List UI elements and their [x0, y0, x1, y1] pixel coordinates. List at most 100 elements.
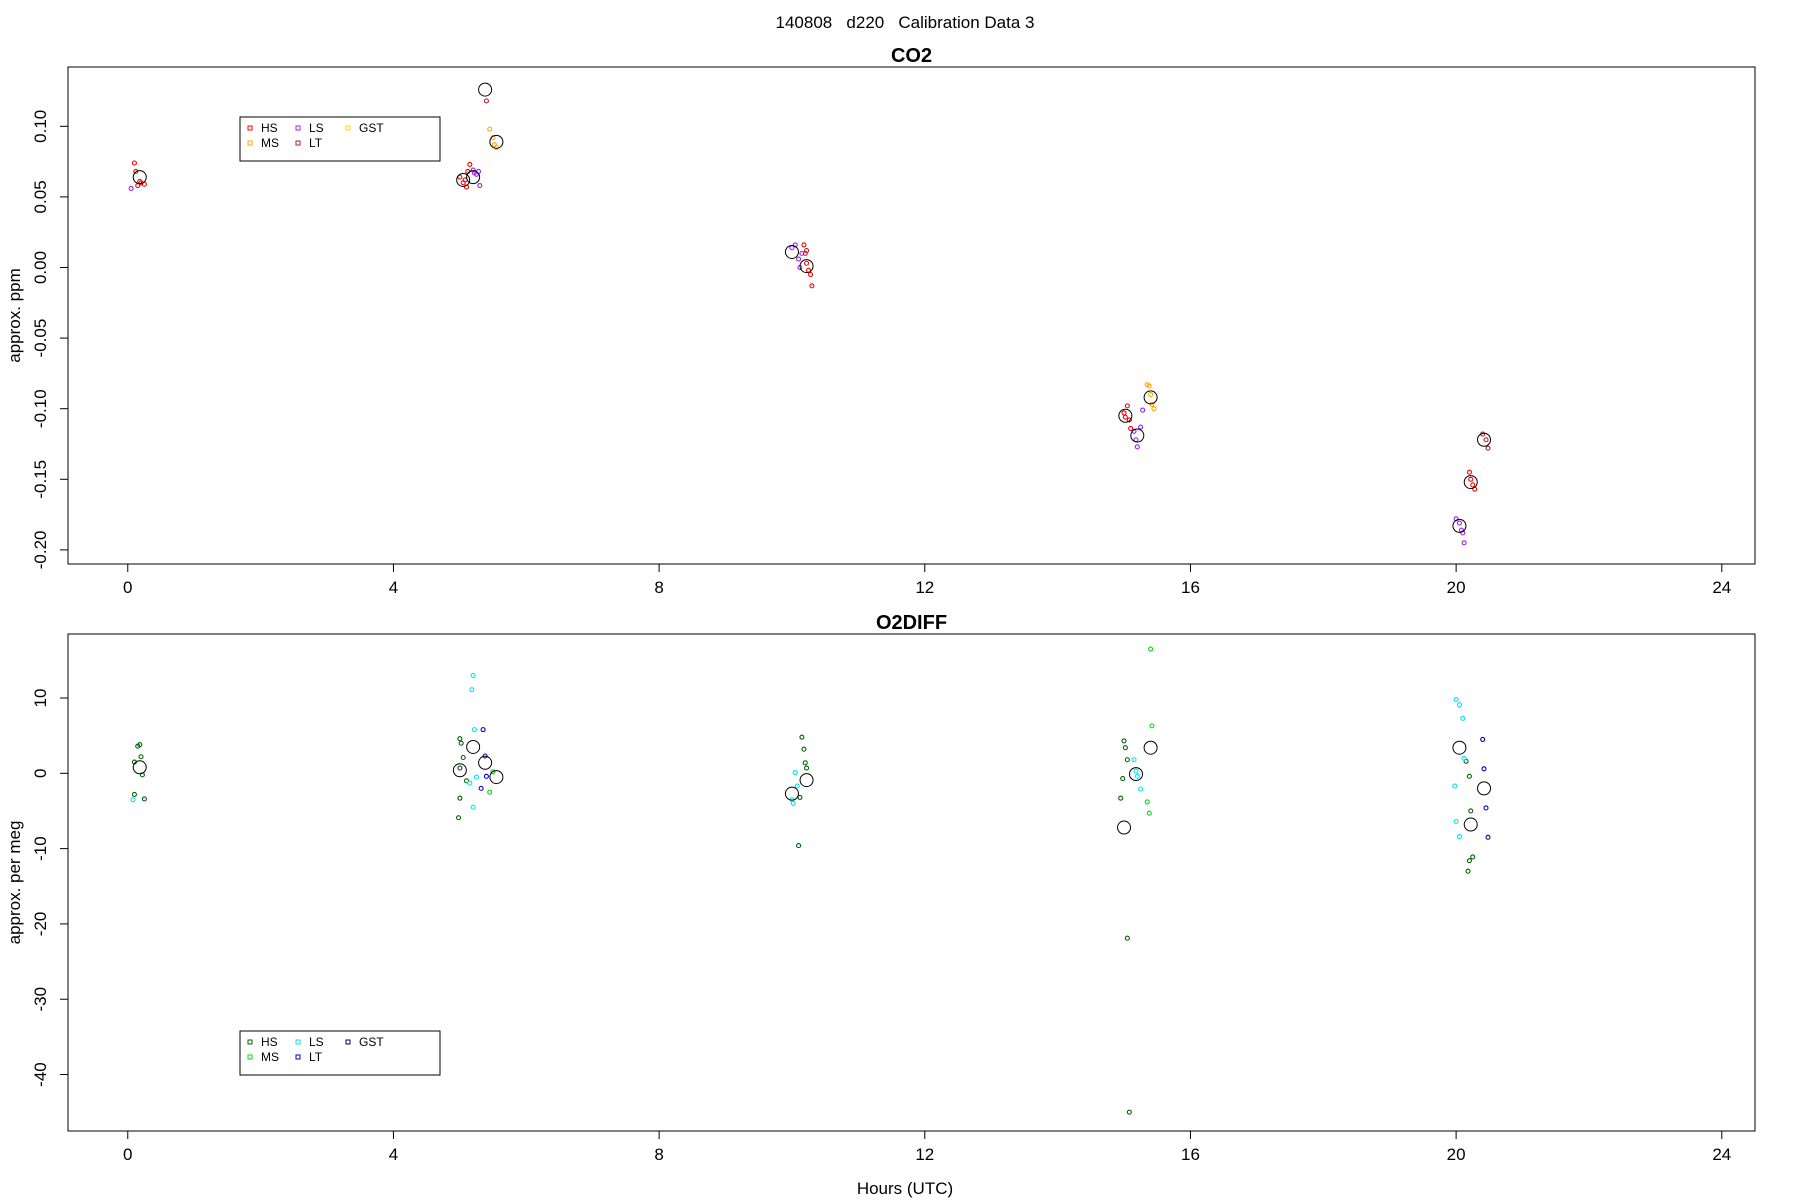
- data-point: [799, 250, 805, 256]
- y-axis-label: approx. ppm: [5, 268, 24, 363]
- data-point: [1122, 745, 1128, 751]
- x-tick-label: 0: [123, 1145, 132, 1164]
- mean-point: [1143, 390, 1158, 405]
- x-tick-label: 12: [915, 578, 934, 597]
- series-mean: [132, 82, 1492, 533]
- panel-co2: CO2 0 4 8 12 16 20 24 0.10 0.05 0.00 -0.05 -0.10 -0.1…: [5, 45, 1756, 597]
- data-point: [128, 185, 134, 191]
- data-point: [1138, 786, 1144, 792]
- mean-point: [452, 763, 467, 778]
- panel-title: O2DIFF: [876, 612, 947, 634]
- y-tick-label: 0.00: [31, 251, 50, 284]
- data-point: [799, 734, 805, 740]
- series-ls: [128, 167, 1467, 546]
- data-point: [792, 770, 798, 776]
- legend-marker: [295, 125, 301, 131]
- y-axis-label: approx. per meg: [5, 821, 24, 945]
- data-point: [138, 754, 144, 760]
- data-point: [470, 804, 476, 810]
- series-lt: [478, 727, 1491, 840]
- data-point: [794, 783, 800, 789]
- mean-point: [799, 773, 814, 788]
- series-ms: [487, 126, 1157, 412]
- mean-point: [1117, 820, 1132, 835]
- mean-point: [478, 755, 493, 770]
- data-point: [1124, 757, 1130, 763]
- legend-label: LT: [309, 1050, 323, 1064]
- data-point: [1148, 646, 1154, 652]
- mean-point: [1452, 740, 1467, 755]
- data-point: [1122, 414, 1128, 420]
- data-point: [1149, 401, 1155, 408]
- mean-point: [456, 172, 471, 187]
- data-point: [137, 742, 143, 748]
- data-point: [460, 754, 466, 761]
- y-tick-label: 0: [31, 769, 50, 778]
- data-point: [801, 746, 807, 752]
- data-point: [457, 795, 463, 801]
- data-point: [493, 144, 499, 151]
- data-point: [1134, 444, 1140, 450]
- legend-label: HS: [261, 1035, 278, 1049]
- x-tick-label: 4: [389, 578, 398, 597]
- data-point: [809, 283, 815, 289]
- legend-marker: [247, 125, 253, 131]
- legend-label: MS: [261, 136, 279, 150]
- data-point: [478, 785, 484, 791]
- data-point: [458, 740, 464, 746]
- data-point: [490, 769, 496, 775]
- x-tick-label: 8: [654, 578, 663, 597]
- data-point: [1470, 854, 1476, 860]
- mean-point: [1128, 767, 1143, 782]
- x-tick-label: 16: [1181, 1145, 1200, 1164]
- y-tick-label: 10: [31, 689, 50, 708]
- data-point: [455, 815, 462, 821]
- data-point: [797, 794, 803, 800]
- data-point: [470, 672, 476, 678]
- legend-box: [239, 1030, 441, 1076]
- legend-marker: [247, 1039, 253, 1045]
- data-point: [1470, 482, 1476, 488]
- legend-label: GST: [359, 121, 384, 135]
- data-point: [1452, 783, 1458, 789]
- x-axis: 0 4 8 12 16 20 24: [123, 563, 1731, 597]
- data-point: [480, 727, 486, 733]
- y-tick-label: -0.15: [31, 460, 50, 499]
- data-point: [1126, 1109, 1132, 1115]
- mean-point: [489, 770, 504, 785]
- mean-point: [1452, 518, 1467, 533]
- data-points: [130, 646, 1492, 1115]
- y-tick-label: -0.10: [31, 389, 50, 428]
- data-point: [141, 796, 147, 802]
- data-point: [1126, 417, 1132, 423]
- data-point: [1134, 773, 1140, 779]
- y-tick-label: -0.05: [31, 319, 50, 358]
- data-point: [1461, 540, 1467, 546]
- mean-point: [466, 739, 481, 754]
- legend-marker: [247, 140, 253, 146]
- mean-point: [1118, 408, 1133, 423]
- mean-point: [784, 786, 799, 801]
- data-point: [487, 126, 493, 132]
- y-tick-label: -0.20: [31, 531, 50, 570]
- x-tick-label: 8: [654, 1145, 663, 1164]
- data-point: [131, 791, 137, 797]
- data-point: [130, 797, 136, 803]
- data-point: [469, 687, 475, 693]
- data-point: [1456, 520, 1462, 526]
- mean-point: [1463, 817, 1478, 832]
- mean-point: [466, 170, 481, 185]
- legend-label: LS: [309, 1035, 324, 1049]
- data-point: [1461, 755, 1467, 761]
- data-point: [1465, 868, 1471, 874]
- legend-label: LS: [309, 121, 324, 135]
- x-tick-label: 24: [1712, 1145, 1731, 1164]
- data-point: [1151, 406, 1157, 412]
- data-point: [1468, 808, 1474, 814]
- data-point: [1453, 696, 1459, 703]
- mean-point: [799, 259, 814, 274]
- legend-box: [239, 116, 441, 162]
- x-tick-label: 20: [1447, 578, 1466, 597]
